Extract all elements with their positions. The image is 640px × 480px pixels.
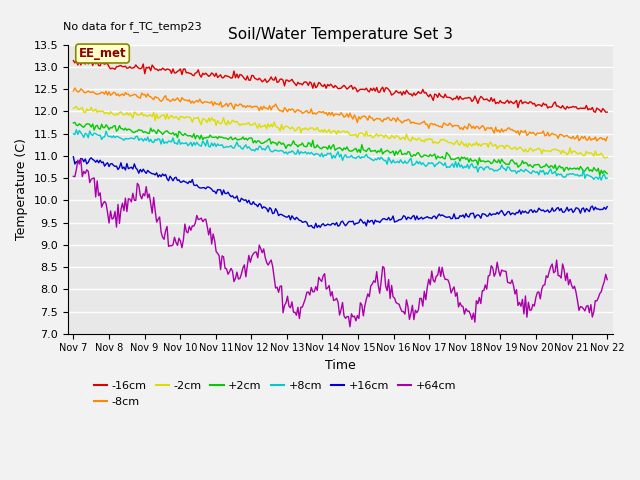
- +8cm: [70, 131, 77, 137]
- -8cm: [604, 134, 611, 140]
- +8cm: [248, 147, 255, 153]
- Line: -8cm: -8cm: [74, 88, 607, 141]
- +2cm: [596, 172, 604, 178]
- -8cm: [602, 138, 609, 144]
- -16cm: [575, 106, 583, 112]
- Text: No data for f_TC_temp23: No data for f_TC_temp23: [63, 22, 201, 32]
- +64cm: [305, 289, 312, 295]
- +2cm: [70, 120, 77, 126]
- +64cm: [136, 192, 144, 198]
- +64cm: [346, 324, 354, 330]
- -2cm: [70, 105, 77, 111]
- +2cm: [136, 128, 144, 133]
- Title: Soil/Water Temperature Set 3: Soil/Water Temperature Set 3: [228, 27, 452, 42]
- Text: EE_met: EE_met: [79, 47, 126, 60]
- -2cm: [602, 155, 609, 161]
- -16cm: [257, 77, 264, 83]
- +16cm: [228, 193, 236, 199]
- +16cm: [310, 225, 318, 231]
- +8cm: [257, 144, 264, 150]
- Line: +2cm: +2cm: [74, 122, 607, 175]
- +8cm: [72, 127, 80, 132]
- +2cm: [604, 170, 611, 176]
- +8cm: [305, 150, 312, 156]
- -8cm: [136, 95, 144, 101]
- -8cm: [70, 88, 77, 94]
- -2cm: [72, 104, 80, 109]
- Y-axis label: Temperature (C): Temperature (C): [15, 138, 28, 240]
- +8cm: [597, 177, 605, 183]
- -2cm: [257, 125, 264, 131]
- Legend: -16cm, -8cm, -2cm, +2cm, +8cm, +16cm, +64cm: -16cm, -8cm, -2cm, +2cm, +8cm, +16cm, +6…: [90, 377, 460, 411]
- -16cm: [604, 109, 611, 115]
- +64cm: [257, 246, 264, 252]
- -8cm: [230, 106, 238, 112]
- -16cm: [70, 58, 77, 63]
- Line: -16cm: -16cm: [74, 58, 607, 112]
- -16cm: [136, 66, 144, 72]
- +8cm: [604, 175, 611, 181]
- -16cm: [83, 55, 91, 60]
- -2cm: [230, 119, 238, 124]
- +16cm: [70, 154, 77, 160]
- -2cm: [575, 151, 583, 156]
- Line: -2cm: -2cm: [74, 107, 607, 158]
- +64cm: [577, 304, 584, 310]
- -2cm: [136, 112, 144, 118]
- -16cm: [230, 68, 238, 74]
- -16cm: [248, 72, 255, 78]
- Line: +8cm: +8cm: [74, 130, 607, 180]
- +8cm: [136, 136, 144, 142]
- +2cm: [230, 136, 238, 142]
- +16cm: [303, 220, 310, 226]
- +16cm: [255, 201, 263, 206]
- -2cm: [305, 127, 312, 133]
- -8cm: [575, 138, 583, 144]
- +16cm: [135, 170, 143, 176]
- +8cm: [575, 173, 583, 179]
- -8cm: [305, 110, 312, 116]
- +2cm: [305, 140, 312, 145]
- +2cm: [248, 135, 255, 141]
- X-axis label: Time: Time: [325, 359, 356, 372]
- Line: +16cm: +16cm: [74, 157, 607, 228]
- +64cm: [604, 277, 611, 283]
- -16cm: [305, 83, 312, 88]
- -2cm: [604, 155, 611, 160]
- +2cm: [71, 120, 79, 125]
- +16cm: [604, 204, 611, 210]
- -2cm: [248, 122, 255, 128]
- +16cm: [575, 206, 583, 212]
- +64cm: [248, 253, 255, 259]
- Line: +64cm: +64cm: [74, 159, 607, 327]
- -8cm: [257, 104, 264, 110]
- -16cm: [591, 109, 599, 115]
- -8cm: [248, 105, 255, 110]
- +2cm: [575, 167, 583, 172]
- +64cm: [77, 156, 84, 162]
- +64cm: [230, 279, 238, 285]
- +64cm: [70, 173, 77, 179]
- +8cm: [230, 145, 238, 151]
- -8cm: [71, 85, 79, 91]
- +2cm: [257, 140, 264, 146]
- +16cm: [246, 201, 254, 207]
